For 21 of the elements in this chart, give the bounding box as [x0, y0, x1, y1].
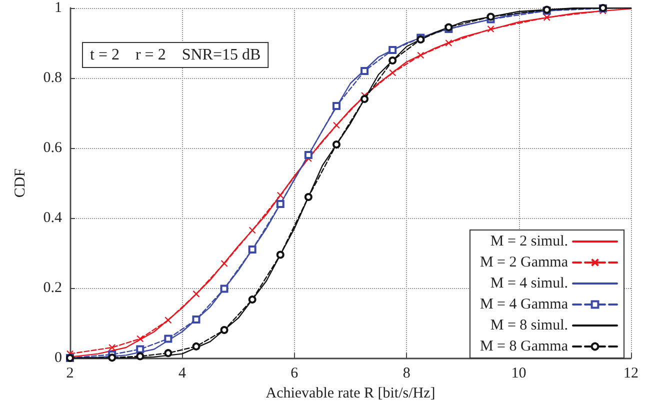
y-tick-label: 0.6 — [43, 140, 62, 156]
y-tick-label: 0.4 — [43, 210, 62, 226]
y-tick-label: 0 — [54, 350, 62, 366]
x-axis-title: Achievable rate R [bit/s/Hz] — [266, 385, 436, 402]
y-tick-label: 0.2 — [43, 280, 62, 296]
x-tick-label: 6 — [290, 366, 299, 382]
legend-label: M = 8 simul. — [490, 318, 568, 334]
x-tick-label: 12 — [624, 366, 638, 382]
annotation: t = 2 r = 2 SNR=15 dB — [90, 46, 261, 64]
x-tick-label: 8 — [402, 366, 410, 382]
y-tick-label: 1 — [54, 0, 62, 16]
legend-label: M = 4 Gamma — [480, 296, 568, 312]
legend-label: M = 2 Gamma — [480, 254, 568, 270]
x-tick-label: 4 — [178, 366, 186, 382]
y-axis-title: CDF — [12, 168, 28, 198]
x-tick-label: 2 — [66, 366, 74, 382]
legend-label: M = 2 simul. — [490, 234, 568, 250]
x-tick-label: 10 — [511, 366, 526, 382]
y-tick-label: 0.8 — [43, 70, 62, 86]
legend-label: M = 8 Gamma — [480, 338, 568, 354]
legend-label: M = 4 simul. — [490, 276, 568, 292]
